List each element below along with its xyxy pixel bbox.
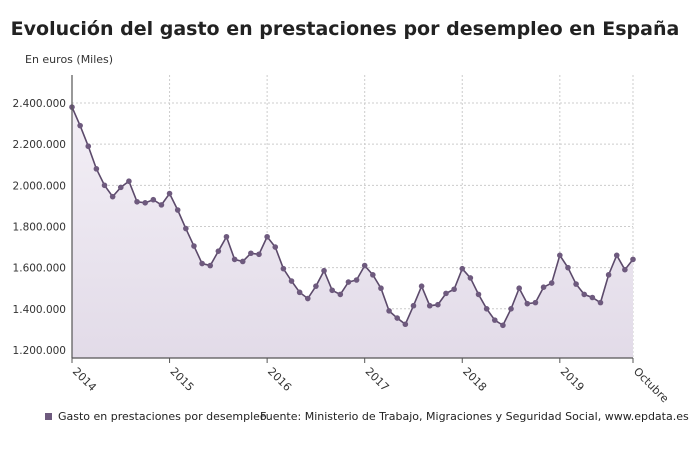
data-point: [386, 308, 392, 314]
y-tick-label: 2.000.000: [13, 180, 66, 192]
y-axis-label: En euros (Miles): [25, 53, 114, 66]
source-note: Fuente: Ministerio de Trabajo, Migracion…: [260, 410, 689, 423]
data-point: [85, 143, 92, 150]
data-point: [630, 256, 636, 263]
data-point: [451, 286, 457, 293]
data-point: [508, 306, 514, 312]
data-point: [321, 267, 327, 274]
data-point: [378, 285, 384, 292]
data-point: [426, 302, 433, 309]
data-point: [126, 178, 132, 185]
data-point: [101, 182, 108, 189]
data-point: [353, 277, 360, 283]
data-point: [548, 280, 555, 286]
legend: Gasto en prestaciones por desempleo: [45, 410, 267, 423]
data-point: [329, 287, 335, 294]
data-point: [516, 285, 522, 292]
data-point: [573, 281, 579, 287]
data-point: [483, 306, 490, 312]
data-point: [402, 321, 409, 328]
data-point: [605, 272, 612, 278]
y-tick-label: 1.400.000: [13, 304, 66, 316]
data-point: [174, 207, 181, 213]
data-point: [264, 233, 270, 240]
y-tick-label: 2.400.000: [13, 98, 66, 110]
data-point: [158, 202, 165, 208]
data-point: [370, 272, 376, 278]
data-point: [540, 284, 547, 290]
data-point: [183, 225, 189, 232]
legend-swatch: [45, 413, 52, 420]
data-point: [443, 290, 449, 297]
data-point: [150, 196, 157, 203]
data-point: [345, 279, 352, 285]
x-tick-label: 2015: [167, 365, 196, 394]
data-point: [248, 250, 254, 257]
data-point: [589, 294, 596, 301]
data-point: [77, 122, 83, 129]
data-point: [581, 291, 588, 298]
data-point: [622, 266, 628, 273]
data-point: [500, 322, 506, 329]
y-tick-label: 2.200.000: [13, 139, 66, 151]
x-tick-label: 2017: [363, 365, 392, 394]
data-point: [231, 256, 238, 263]
x-tick-label: 2014: [70, 365, 99, 394]
x-tick-label: 2019: [558, 365, 587, 394]
area-fill: [72, 107, 633, 358]
series-line: [71, 106, 634, 327]
y-tick-label: 1.800.000: [13, 221, 66, 233]
legend-label: Gasto en prestaciones por desempleo: [58, 410, 267, 423]
data-point: [296, 289, 303, 296]
data-point: [337, 291, 344, 298]
data-point: [207, 262, 214, 269]
data-point: [93, 166, 100, 172]
data-point: [272, 244, 279, 250]
data-point: [459, 265, 466, 272]
data-point: [557, 252, 563, 259]
y-tick-label: 1.200.000: [13, 345, 66, 357]
data-point: [142, 200, 148, 206]
data-point: [256, 251, 262, 258]
data-point: [565, 264, 571, 271]
data-point: [394, 315, 401, 321]
data-point: [199, 260, 205, 267]
data-point: [475, 291, 482, 298]
x-tick-label: Octubre: [631, 365, 671, 405]
data-point: [239, 258, 246, 265]
data-point: [117, 184, 124, 191]
data-point: [467, 275, 474, 281]
data-point: [491, 317, 498, 323]
data-point: [532, 299, 539, 306]
data-point: [410, 302, 417, 309]
data-point: [288, 278, 295, 284]
data-point: [313, 283, 319, 289]
data-point: [361, 262, 368, 269]
data-point: [304, 295, 311, 302]
x-tick-label: 2018: [460, 365, 489, 394]
data-point: [613, 252, 620, 259]
data-point: [191, 243, 197, 249]
chart-title: Evolución del gasto en prestaciones por …: [10, 18, 680, 40]
data-point: [435, 301, 441, 308]
x-tick-label: 2016: [265, 365, 294, 394]
data-point: [215, 248, 222, 254]
y-tick-label: 1.600.000: [13, 263, 66, 275]
data-point: [109, 193, 116, 200]
data-point: [418, 283, 425, 289]
data-point: [280, 265, 287, 272]
data-point: [134, 198, 140, 205]
data-point: [223, 233, 230, 240]
data-point: [524, 300, 531, 307]
data-point: [597, 299, 604, 306]
data-point: [166, 190, 173, 197]
